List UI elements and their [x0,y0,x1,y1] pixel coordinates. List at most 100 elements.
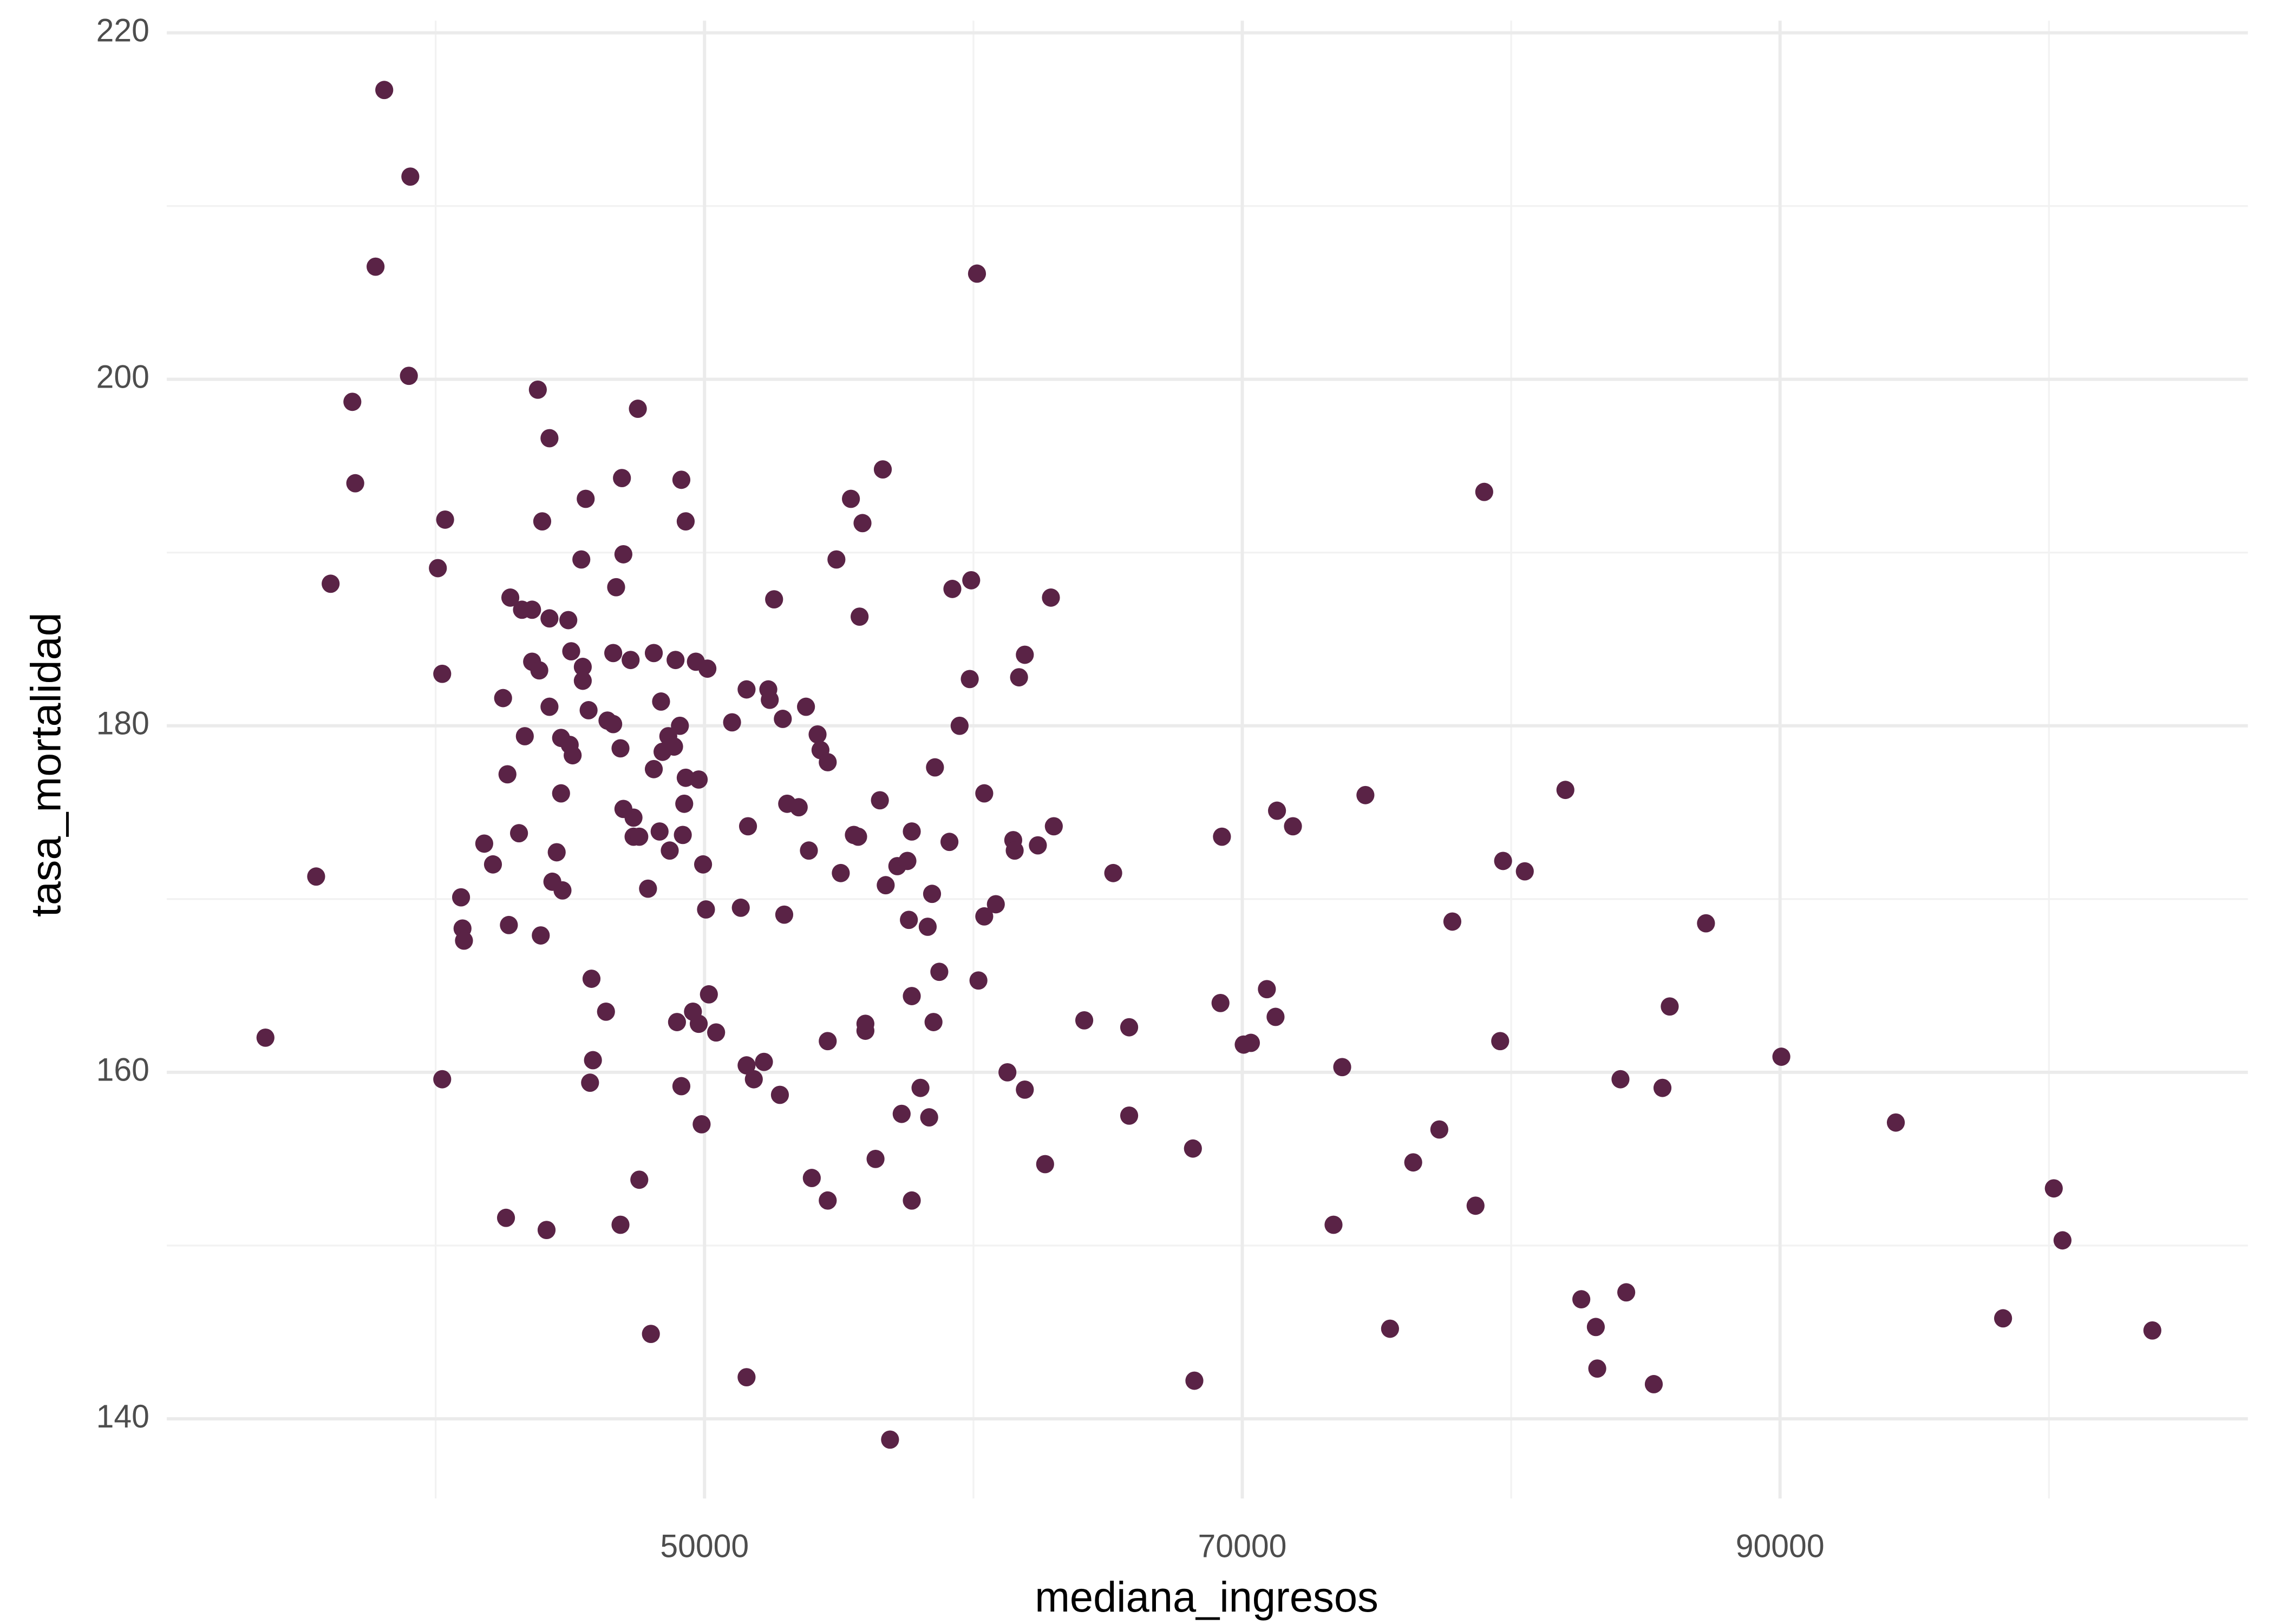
point [1284,817,1302,836]
point [819,753,837,771]
point [1324,1215,1343,1234]
point [841,489,860,508]
point [1572,1290,1591,1309]
point [1104,863,1122,882]
point [819,1032,837,1051]
point [986,895,1005,914]
point [582,970,601,988]
point [866,1149,885,1168]
point [500,915,518,934]
point [1120,1106,1139,1125]
point [697,900,715,919]
point [943,580,962,598]
points [256,81,2161,1449]
point [611,739,630,758]
point [401,167,420,186]
point [528,380,547,399]
point [923,885,942,903]
point [1611,1070,1630,1089]
point [1491,1032,1510,1051]
point [579,701,598,719]
point [903,987,921,1005]
point [898,852,917,870]
point [975,784,994,803]
point [737,1368,756,1387]
point [572,550,591,569]
point [665,737,683,756]
point [900,911,918,929]
y-tick-label: 200 [96,358,149,395]
point [475,834,493,853]
point [452,888,471,907]
point [1042,588,1060,607]
point [962,571,981,590]
point [552,784,570,803]
point [827,550,846,569]
point [661,841,679,860]
point [960,670,979,689]
x-tick-label: 50000 [660,1528,749,1564]
point [918,918,937,936]
point [694,855,713,874]
point [2053,1231,2072,1250]
point [498,765,517,784]
point [307,867,325,886]
point [433,1070,452,1089]
point [604,715,623,734]
point [1241,1033,1260,1052]
point [2044,1179,2063,1198]
point [577,489,595,508]
x-tick-label: 70000 [1198,1528,1287,1564]
point [613,469,631,488]
point [547,843,566,862]
point [877,876,895,895]
point [723,713,741,732]
point [530,661,548,680]
point [1036,1155,1054,1174]
point [630,827,649,846]
point [2143,1321,2161,1340]
point [674,826,692,844]
point [1772,1047,1791,1066]
point [675,794,694,813]
point [367,257,385,276]
point [969,971,988,990]
point [501,588,520,607]
point [494,689,512,708]
point [607,578,625,597]
point [1994,1309,2012,1328]
point [871,791,889,810]
point [533,512,552,531]
point [666,651,685,670]
point [775,905,794,924]
point [789,798,808,817]
point [1016,1080,1034,1099]
point [611,1215,630,1234]
point [849,827,867,846]
point [1120,1018,1139,1037]
y-tick-label: 220 [96,12,149,49]
point [1443,912,1462,931]
point [950,716,969,735]
point [614,545,632,564]
point [1075,1011,1094,1030]
point [515,727,534,745]
point [604,644,623,663]
point [1267,801,1286,820]
point [819,1191,837,1210]
point [483,855,502,874]
point [671,716,689,735]
point [1356,785,1375,804]
point [1661,997,1679,1016]
point [998,1063,1017,1082]
point [832,863,850,882]
point [509,824,528,843]
point [920,1108,938,1127]
point [968,264,986,283]
y-tick-label: 140 [96,1398,149,1435]
point [1044,817,1063,836]
point [737,1056,756,1075]
point [639,879,657,898]
point [429,559,447,578]
